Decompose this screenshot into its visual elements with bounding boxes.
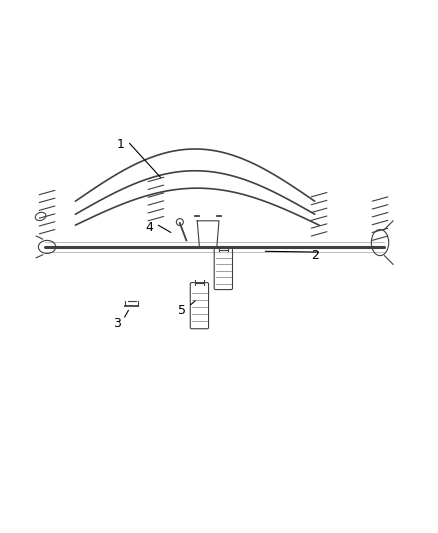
Text: 5: 5 [178,303,186,317]
Text: 3: 3 [113,317,120,329]
Text: 4: 4 [145,221,153,234]
Text: 1: 1 [117,138,125,151]
Text: 2: 2 [311,249,319,262]
